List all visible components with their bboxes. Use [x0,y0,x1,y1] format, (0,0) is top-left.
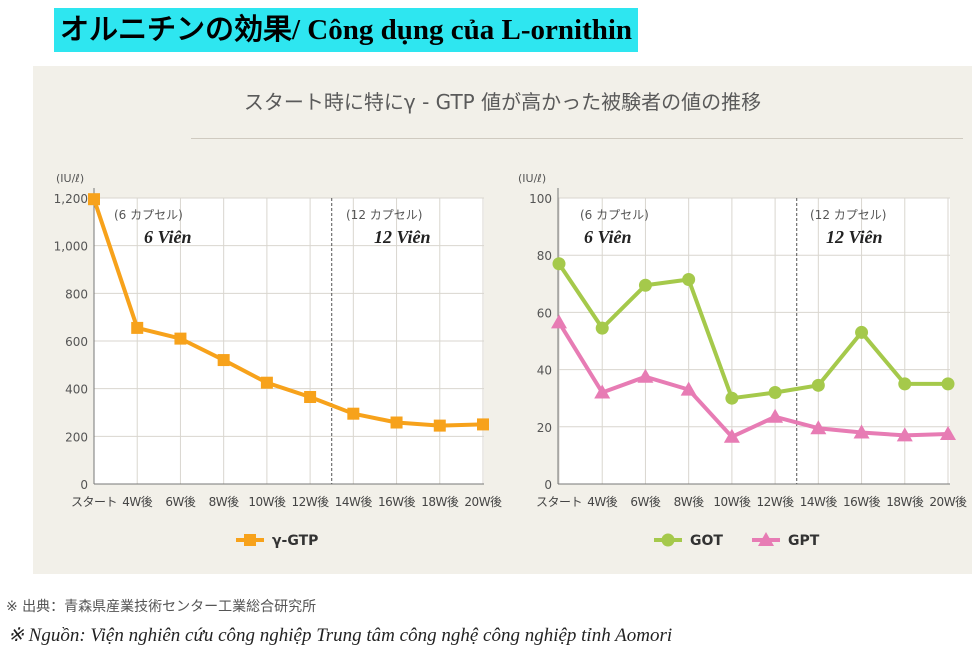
x-tick-label: 20W後 [464,495,502,509]
data-point [896,427,913,442]
period-label-vn: 6 Viên [144,227,192,247]
x-tick-label: 16W後 [843,495,881,509]
panel-title: スタート時に特にγ - GTP 値が高かった被験者の値の推移 [243,90,762,114]
x-tick-label: 18W後 [886,495,924,509]
period-label-jp: (6 カプセル) [580,208,649,222]
source-jp: ※ 出典：青森県産業技術センター工業総合研究所 [6,599,317,615]
x-tick-label: 12W後 [292,495,330,509]
data-point [433,419,446,432]
data-point [260,376,273,389]
y-tick-label: 0 [80,478,88,492]
x-tick-label: 8W後 [209,495,240,509]
legend-label: γ-GTP [272,533,318,549]
y-tick-label: 800 [65,287,88,301]
y-tick-label: 200 [65,430,88,444]
y-tick-label: 100 [529,192,552,206]
data-point [637,368,654,383]
y-tick-label: 60 [537,306,552,320]
period-label-jp: (12 カプセル) [810,208,886,222]
period-label-vn: 12 Viên [826,227,883,247]
data-point [551,314,567,329]
x-tick-label: 10W後 [713,495,751,509]
x-tick-label: 18W後 [421,495,459,509]
period-label-vn: 12 Viên [374,227,431,247]
x-tick-label: 6W後 [165,495,196,509]
period-label-vn: 6 Viên [584,227,632,247]
x-tick-label: 4W後 [587,495,618,509]
y-tick-label: 80 [537,249,552,263]
data-point [855,325,869,339]
data-point [304,391,317,404]
y-tick-label: 400 [65,383,88,397]
unit-label: (IU/ℓ) [518,172,546,185]
y-tick-label: 1,000 [54,240,88,254]
data-point [853,424,870,439]
data-point [594,384,611,399]
series-gtp [88,193,489,432]
series-line [557,321,949,439]
data-point [682,273,696,287]
x-tick-label: 12W後 [757,495,795,509]
data-point [898,377,912,391]
data-point [131,321,144,334]
title-divider [191,138,963,139]
data-point [680,381,697,396]
y-tick-label: 40 [537,364,552,378]
y-tick-label: 600 [65,335,88,349]
data-point [477,418,489,431]
x-tick-label: 6W後 [630,495,661,509]
period-label-jp: (6 カプセル) [114,208,183,222]
y-tick-label: 20 [537,421,552,435]
series-gpt [551,314,956,443]
legend-marker [758,532,774,546]
source-vn: ※ Nguồn: Viện nghiên cứu công nghiệp Tru… [8,625,673,646]
series-got [552,257,955,405]
period-label-jp: (12 カプセル) [346,208,422,222]
data-point [174,332,187,345]
x-tick-label: 20W後 [929,495,967,509]
data-point [88,193,100,206]
unit-label: (IU/ℓ) [56,172,84,185]
x-tick-label: 10W後 [248,495,286,509]
data-point [941,377,955,391]
plot-area [558,198,950,484]
y-tick-label: 1,200 [54,192,88,206]
x-tick-label: 4W後 [122,495,153,509]
data-point [723,428,740,443]
series-line [92,198,484,428]
page-title: オルニチンの効果/ Công dụng của L-ornithin [54,8,639,52]
data-point [940,425,956,440]
legend-label: GOT [690,533,723,549]
series-line [557,262,948,401]
data-point [768,385,782,399]
data-point [725,391,739,405]
x-tick-label: 8W後 [674,495,705,509]
data-point [595,321,609,335]
x-tick-label: 16W後 [378,495,416,509]
legend-marker [661,533,675,547]
data-point [390,416,403,429]
data-point [810,420,827,435]
data-point [811,378,825,392]
data-point [638,278,652,292]
data-point [217,354,230,367]
data-point [347,407,360,420]
x-tick-label: 14W後 [800,495,838,509]
y-tick-label: 0 [544,478,552,492]
x-tick-label: スタート [536,495,582,509]
x-tick-label: 14W後 [335,495,373,509]
data-point [767,408,784,423]
legend-label: GPT [788,533,820,549]
legend-marker [244,534,256,546]
data-point [552,257,566,271]
x-tick-label: スタート [71,495,117,509]
